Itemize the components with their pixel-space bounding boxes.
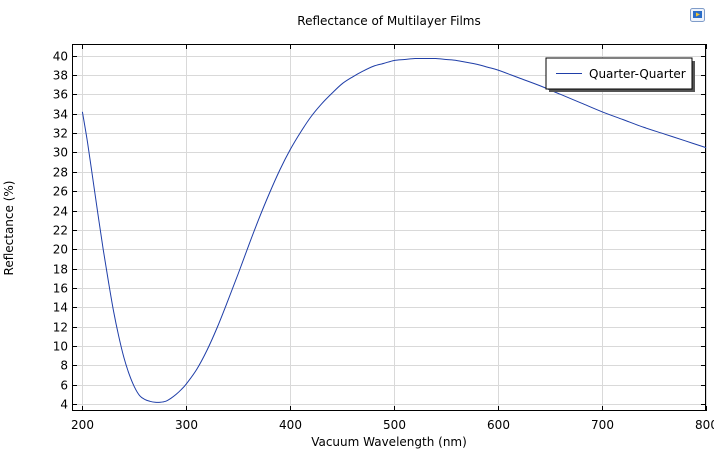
x-axis-label: Vacuum Wavelength (nm) xyxy=(311,435,467,449)
y-tick-labels: 4 6 8 10 12 14 16 18 20 22 24 26 28 30 32 34 36 38 40 xyxy=(53,50,68,412)
y-tick-label: 6 xyxy=(60,379,68,393)
y-tick-label: 10 xyxy=(53,340,68,354)
x-tick-label: 600 xyxy=(487,418,510,432)
legend-label: Quarter-Quarter xyxy=(589,67,686,81)
y-tick-label: 38 xyxy=(53,69,68,83)
plot-area xyxy=(72,44,706,411)
export-image-icon[interactable] xyxy=(690,8,705,22)
y-tick-label: 12 xyxy=(53,321,68,335)
y-tick-label: 8 xyxy=(60,359,68,373)
y-tick-label: 18 xyxy=(53,263,68,277)
y-axis-label: Reflectance (%) xyxy=(2,181,16,276)
y-tick-label: 34 xyxy=(53,108,68,122)
y-tick-label: 20 xyxy=(53,243,68,257)
x-tick-label: 500 xyxy=(383,418,406,432)
x-tick-labels: 200 300 400 500 600 700 800 xyxy=(71,418,714,432)
y-tick-label: 28 xyxy=(53,166,68,180)
y-tick-label: 22 xyxy=(53,224,68,238)
x-tick-label: 200 xyxy=(71,418,94,432)
y-tick-label: 16 xyxy=(53,282,68,296)
series-line-1 xyxy=(81,57,707,403)
y-tick-label: 36 xyxy=(53,88,68,102)
y-tick-label: 32 xyxy=(53,127,68,141)
y-tick-label: 30 xyxy=(53,146,68,160)
y-tick-label: 24 xyxy=(53,205,68,219)
y-tick-label: 26 xyxy=(53,185,68,199)
grid xyxy=(72,44,707,411)
axis-ticks xyxy=(72,44,707,411)
x-tick-label: 800 xyxy=(695,418,714,432)
y-tick-label: 14 xyxy=(53,301,68,315)
chart-title: Reflectance of Multilayer Films xyxy=(297,14,480,28)
x-tick-label: 300 xyxy=(175,418,198,432)
legend: Quarter-Quarter xyxy=(545,57,695,92)
x-tick-label: 700 xyxy=(591,418,614,432)
y-tick-label: 4 xyxy=(60,398,68,412)
y-tick-label: 40 xyxy=(53,50,68,64)
x-tick-label: 400 xyxy=(279,418,302,432)
series xyxy=(81,57,707,403)
